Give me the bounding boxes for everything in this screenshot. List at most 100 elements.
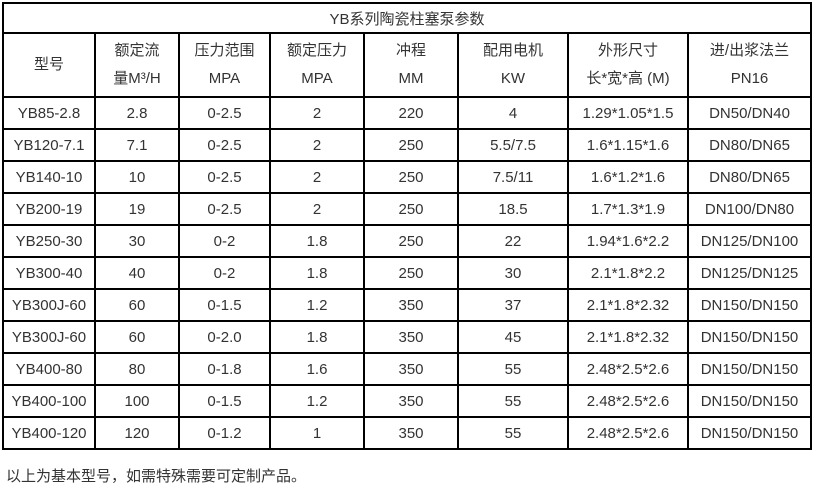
table-cell: DN50/DN40 — [686, 96, 813, 130]
table-row: YB140-10 10 0-2.5 2 250 7.5/11 1.6*1.2*1.6 DN80… — [2, 160, 813, 194]
column-header-line1: 冲程 — [395, 42, 426, 59]
column-header: 冲程 MM — [363, 32, 459, 98]
table-cell: 0-2.5 — [178, 192, 271, 226]
column-header: 压力范围 MPA — [178, 32, 271, 98]
table-cell: 2 — [269, 160, 365, 194]
table-cell: 60 — [94, 320, 180, 354]
table-cell: DN125/DN125 — [686, 256, 813, 290]
table-cell: 10 — [94, 160, 180, 194]
table-cell: 2.1*1.8*2.2 — [567, 256, 689, 290]
table-cell: 350 — [363, 288, 459, 322]
table-cell: 0-2.5 — [178, 128, 271, 162]
table-cell: 1.8 — [269, 224, 365, 258]
table-cell: YB85-2.8 — [2, 96, 96, 130]
table-cell: 30 — [94, 224, 180, 258]
table-cell: 2.48*2.5*2.6 — [567, 416, 689, 450]
column-header-line1: 配用电机 — [482, 42, 543, 59]
table-row: YB200-19 19 0-2.5 2 250 18.5 1.7*1.3*1.9 DN100/… — [2, 192, 813, 226]
table-cell: DN125/DN100 — [686, 224, 813, 258]
table-cell: 350 — [363, 416, 459, 450]
column-header-line2: MPA — [301, 70, 333, 87]
table-cell: DN150/DN150 — [686, 288, 813, 322]
table-cell: YB140-10 — [2, 160, 96, 194]
table-cell: 1.2 — [269, 384, 365, 418]
table-cell: YB200-19 — [2, 192, 96, 226]
table-cell: 0-2.0 — [178, 320, 271, 354]
table-cell: 0-2.5 — [178, 96, 271, 130]
table-cell: 5.5/7.5 — [457, 128, 569, 162]
table-cell: YB400-100 — [2, 384, 96, 418]
table-cell: 55 — [457, 384, 569, 418]
table-cell: 0-1.5 — [178, 384, 271, 418]
column-header-line1: 型号 — [33, 56, 64, 73]
table-cell: 1.29*1.05*1.5 — [567, 96, 689, 130]
table-row: YB300J-60 60 0-1.5 1.2 350 37 2.1*1.8*2.32 DN15… — [2, 288, 813, 322]
table-cell: 1.8 — [269, 256, 365, 290]
table-cell: 22 — [457, 224, 569, 258]
table-cell: 7.5/11 — [457, 160, 569, 194]
table-cell: 40 — [94, 256, 180, 290]
table-cell: 2 — [269, 96, 365, 130]
table-cell: 19 — [94, 192, 180, 226]
table-cell: 120 — [94, 416, 180, 450]
pump-spec-table: YB系列陶瓷柱塞泵参数 型号 额定流量M³/H 压力范围 MPA 额定压力 MPA 冲程 MM… — [1, 2, 813, 450]
table-cell: 220 — [363, 96, 459, 130]
table-cell: YB300J-60 — [2, 288, 96, 322]
table-row: YB300-40 40 0-2 1.8 250 30 2.1*1.8*2.2 DN125/DN… — [2, 256, 813, 290]
header-row: 型号 额定流 量M³/H 压力范围 MPA 额定压力 MPA 冲程 MM 配用电机 KW 外形尺寸 长*… — [2, 32, 813, 98]
table-cell: DN150/DN150 — [686, 416, 813, 450]
table-cell: DN150/DN150 — [686, 352, 813, 386]
column-header-line2: PN16 — [730, 70, 769, 87]
column-header: 额定流量M³/H — [94, 32, 180, 98]
table-row: YB400-100 100 0-1.5 1.2 350 55 2.48*2.5*2.6 DN1… — [2, 384, 813, 418]
table-cell: 2.1*1.8*2.32 — [567, 288, 689, 322]
table-row: YB85-2.8 2.8 0-2.5 2 220 4 1.29*1.05*1.5 DN50/D… — [2, 96, 813, 130]
column-header-line1: 压力范围 — [194, 42, 255, 59]
footnote-text: 以上为基本型号，如需特殊需要可定制产品。 — [6, 468, 307, 485]
table-cell: 2.48*2.5*2.6 — [567, 352, 689, 386]
table-cell: 80 — [94, 352, 180, 386]
table-cell: 1.6*1.15*1.6 — [567, 128, 689, 162]
table-cell: 4 — [457, 96, 569, 130]
table-cell: 1.7*1.3*1.9 — [567, 192, 689, 226]
table-row: YB400-120 120 0-1.2 1 350 55 2.48*2.5*2.6 DN150… — [2, 416, 813, 450]
table-cell: DN80/DN65 — [686, 160, 813, 194]
table-cell: 250 — [363, 128, 459, 162]
table-cell: 250 — [363, 192, 459, 226]
table-cell: 0-1.5 — [178, 288, 271, 322]
table-cell: 0-1.8 — [178, 352, 271, 386]
table-head: YB系列陶瓷柱塞泵参数 型号 额定流量M³/H 压力范围 MPA 额定压力 MPA 冲程 MM… — [1, 2, 813, 98]
table-cell: 2 — [269, 192, 365, 226]
table-cell: 1.6*1.2*1.6 — [567, 160, 689, 194]
column-header-line1: 额定压力 — [286, 42, 347, 59]
table-cell: 1.6 — [269, 352, 365, 386]
table-cell: 1.94*1.6*2.2 — [567, 224, 689, 258]
table-cell: 30 — [457, 256, 569, 290]
table-cell: 100 — [94, 384, 180, 418]
table-cell: 1.2 — [269, 288, 365, 322]
table-row: YB120-7.1 7.1 0-2.5 2 250 5.5/7.5 1.6*1.15*1.6… — [2, 128, 813, 162]
table-cell: 0-2.5 — [178, 160, 271, 194]
column-header-line2: 量M³/H — [113, 70, 161, 87]
table-cell: 350 — [363, 320, 459, 354]
table-cell: 0-2 — [178, 224, 271, 258]
table-cell: 60 — [94, 288, 180, 322]
table-cell: YB120-7.1 — [2, 128, 96, 162]
table-cell: YB300J-60 — [2, 320, 96, 354]
table-cell: DN100/DN80 — [686, 192, 813, 226]
table-cell: 2.8 — [94, 96, 180, 130]
column-header-line2: MPA — [208, 70, 241, 87]
column-header-line1: 额定流 — [114, 42, 160, 59]
table-title: YB系列陶瓷柱塞泵参数 — [1, 2, 813, 34]
table-cell: 7.1 — [94, 128, 180, 162]
table-cell: 55 — [457, 352, 569, 386]
column-header: 外形尺寸 长*宽*高 (M) — [567, 32, 689, 98]
table-cell: 45 — [457, 320, 569, 354]
table-cell: 0-1.2 — [178, 416, 271, 450]
column-header: 进/出浆法兰 PN16 — [686, 32, 813, 98]
table-cell: 1.8 — [269, 320, 365, 354]
table-cell: YB400-80 — [2, 352, 96, 386]
table-cell: 2.48*2.5*2.6 — [567, 384, 689, 418]
table-cell: DN150/DN150 — [686, 320, 813, 354]
column-header: 型号 — [2, 32, 96, 98]
